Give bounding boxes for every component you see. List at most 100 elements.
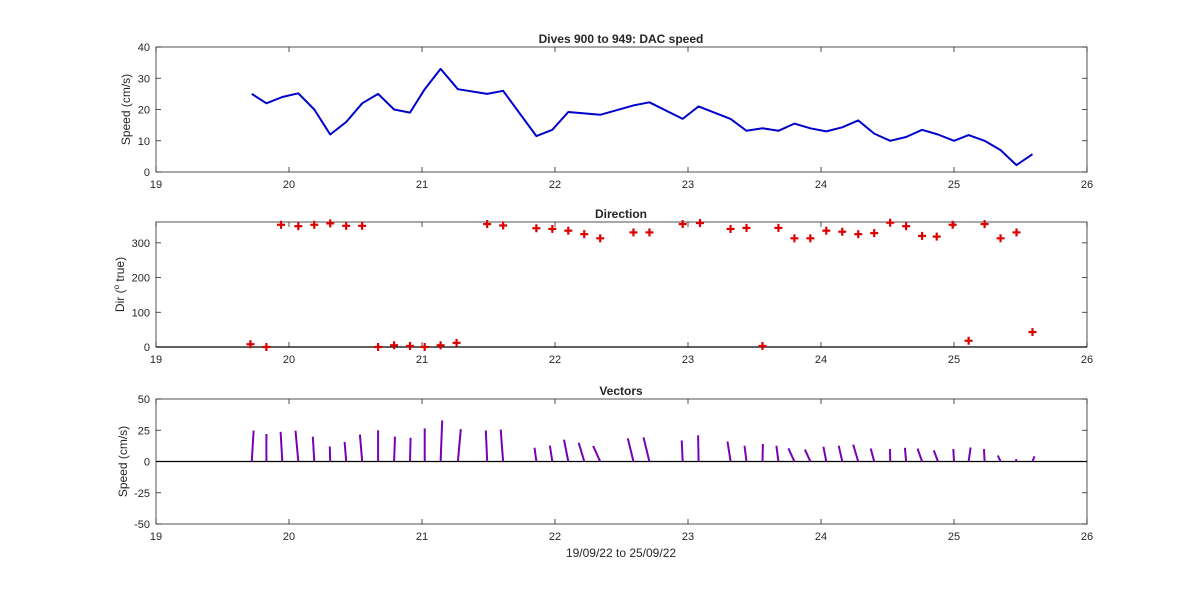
direction-point bbox=[326, 219, 335, 228]
direction-x-tick-label: 21 bbox=[416, 354, 428, 366]
vector-stick bbox=[803, 449, 812, 462]
direction-point bbox=[1028, 328, 1037, 337]
direction-point bbox=[246, 340, 255, 349]
direction-point bbox=[918, 231, 927, 240]
vectors-y-axis-label: Speed (cm/s) bbox=[116, 426, 130, 497]
direction-x-tick-label: 20 bbox=[283, 354, 295, 366]
direction-point bbox=[996, 234, 1005, 243]
vector-stick bbox=[484, 430, 489, 462]
vector-stick bbox=[577, 442, 586, 462]
direction-point bbox=[806, 234, 815, 243]
speed-x-tick-label: 23 bbox=[682, 179, 694, 191]
direction-point bbox=[629, 228, 638, 237]
direction-point bbox=[902, 222, 911, 231]
vector-stick bbox=[952, 449, 955, 462]
vectors-y-tick-label: -50 bbox=[134, 519, 150, 531]
vector-stick bbox=[916, 448, 924, 462]
vector-stick bbox=[250, 430, 255, 462]
vectors-x-tick-label: 20 bbox=[283, 531, 295, 543]
direction-point bbox=[980, 220, 989, 229]
vectors-x-tick-label: 23 bbox=[682, 531, 694, 543]
vector-stick bbox=[932, 450, 939, 462]
vector-stick bbox=[563, 439, 570, 462]
speed-y-tick-label: 10 bbox=[138, 136, 150, 148]
direction-point bbox=[854, 230, 863, 239]
vector-stick bbox=[294, 430, 300, 462]
vector-stick bbox=[697, 435, 700, 462]
vector-stick bbox=[548, 445, 554, 462]
direction-point bbox=[580, 230, 589, 239]
direction-point bbox=[262, 343, 271, 351]
direction-panel: Direction 19 20 21 22 23 24 25 26 0 100 200 300 Di… bbox=[112, 207, 1093, 366]
vector-stick bbox=[775, 445, 780, 462]
x-axis-label: 19/09/22 to 25/09/22 bbox=[566, 546, 676, 560]
direction-point bbox=[294, 222, 303, 231]
vector-stick bbox=[393, 436, 396, 462]
vector-stick bbox=[642, 437, 651, 462]
vector-stick bbox=[726, 441, 732, 462]
direction-y-label-degree: o bbox=[112, 284, 121, 289]
vector-stick bbox=[499, 429, 505, 462]
direction-point bbox=[695, 219, 704, 228]
speed-panel-title: Dives 900 to 949: DAC speed bbox=[539, 32, 704, 46]
vector-stick bbox=[358, 434, 364, 462]
direction-y-tick-label: 300 bbox=[132, 238, 150, 250]
direction-x-tick-label: 26 bbox=[1081, 354, 1093, 366]
vector-stick bbox=[996, 455, 1002, 462]
vectors-x-tick-label: 22 bbox=[549, 531, 561, 543]
vectors-y-tick-label: 50 bbox=[138, 394, 150, 406]
vector-stick bbox=[787, 447, 796, 462]
direction-point bbox=[548, 224, 557, 233]
vector-stick bbox=[439, 420, 444, 462]
direction-point bbox=[436, 341, 445, 350]
direction-point bbox=[277, 220, 286, 229]
vector-stick bbox=[983, 449, 986, 462]
direction-y-tick-label: 100 bbox=[132, 307, 150, 319]
vectors-x-tick-label: 21 bbox=[416, 531, 428, 543]
direction-marks bbox=[156, 218, 1087, 351]
direction-point bbox=[532, 224, 541, 233]
direction-point bbox=[1012, 228, 1021, 237]
direction-y-tick-label: 200 bbox=[132, 273, 150, 285]
direction-y-label-part2: true) bbox=[113, 257, 127, 285]
speed-panel: Dives 900 to 949: DAC speed 19 20 21 22 23 24… bbox=[119, 32, 1093, 191]
speed-y-axis-label: Speed (cm/s) bbox=[119, 74, 133, 145]
vectors-y-tick-label: -25 bbox=[134, 488, 150, 500]
direction-point bbox=[758, 341, 767, 350]
direction-point bbox=[774, 223, 783, 232]
direction-point bbox=[406, 341, 415, 350]
direction-y-tick-label: 0 bbox=[144, 342, 150, 354]
vector-stick bbox=[680, 440, 684, 462]
vector-stick bbox=[743, 445, 748, 462]
direction-point bbox=[483, 220, 492, 229]
vector-stick bbox=[1031, 455, 1036, 462]
vectors-x-tick-label: 24 bbox=[815, 531, 827, 543]
speed-x-tick-label: 19 bbox=[150, 179, 162, 191]
direction-point bbox=[870, 229, 879, 238]
direction-x-ticks: 19 20 21 22 23 24 25 26 bbox=[150, 222, 1093, 366]
direction-panel-title: Direction bbox=[595, 207, 647, 221]
speed-y-tick-label: 30 bbox=[138, 73, 150, 85]
vectors-y-tick-label: 25 bbox=[138, 425, 150, 437]
vectors-x-tick-label: 19 bbox=[150, 531, 162, 543]
direction-point bbox=[726, 224, 735, 233]
speed-y-tick-label: 40 bbox=[138, 42, 150, 54]
speed-x-tick-label: 26 bbox=[1081, 179, 1093, 191]
vector-stick bbox=[852, 444, 860, 462]
direction-y-label-part1: Dir ( bbox=[113, 289, 127, 312]
direction-x-tick-label: 19 bbox=[150, 354, 162, 366]
vectors-x-ticks: 19 20 21 22 23 24 25 26 bbox=[150, 399, 1093, 543]
direction-point bbox=[790, 234, 799, 243]
direction-plot-area bbox=[155, 221, 1088, 348]
vectors-marks bbox=[156, 420, 1087, 463]
vector-stick bbox=[822, 446, 828, 462]
vector-stick bbox=[456, 429, 462, 462]
speed-x-tick-label: 25 bbox=[948, 179, 960, 191]
speed-x-tick-label: 24 bbox=[815, 179, 827, 191]
direction-x-tick-label: 25 bbox=[948, 354, 960, 366]
speed-x-ticks: 19 20 21 22 23 24 25 26 bbox=[150, 47, 1093, 191]
direction-point bbox=[342, 221, 351, 230]
direction-x-tick-label: 23 bbox=[682, 354, 694, 366]
vector-stick bbox=[409, 437, 412, 462]
direction-point bbox=[932, 232, 941, 241]
